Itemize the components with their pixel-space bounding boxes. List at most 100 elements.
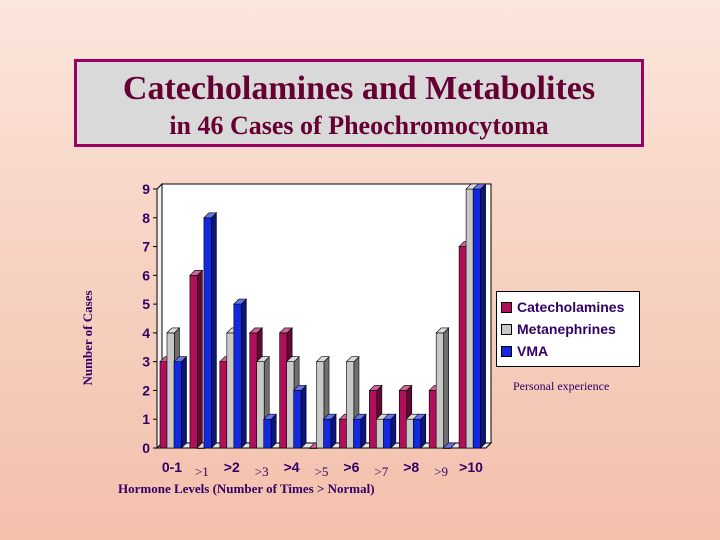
bar-catecholamines-3-front — [249, 332, 258, 449]
bar-vma-4-top — [292, 385, 307, 391]
bar-catecholamines-4-top — [278, 327, 293, 334]
bar-vma-6-front — [353, 418, 362, 449]
bar-vma-1-front — [203, 217, 212, 449]
legend-item-metanephrines: Metanephrines — [501, 318, 635, 340]
bar-metanephrines-0-top — [166, 327, 181, 334]
x-tick-label: >2 — [224, 459, 240, 475]
bar-vma-2 — [233, 298, 248, 449]
legend-swatch-metanephrines — [501, 323, 512, 335]
bar-vma-2-side — [241, 298, 247, 449]
bar-vma-0-top — [173, 356, 188, 362]
bar-catecholamines-1-top — [189, 270, 204, 276]
chart-title: Catecholamines and Metabolites — [122, 70, 596, 107]
bar-vma-2-front — [233, 303, 242, 449]
x-tick-label: >10 — [459, 459, 483, 475]
y-axis-label: Number of Cases — [80, 290, 95, 386]
bar-metanephrines-3-top — [256, 356, 270, 362]
bar-metanephrines-10-front — [465, 188, 474, 449]
title-box: Catecholamines and Metabolites in 46 Cas… — [74, 59, 644, 147]
bar-vma-5-side — [330, 413, 337, 449]
bar-catecholamines-3-top — [249, 327, 263, 334]
x-tick-label: >9 — [434, 464, 448, 479]
bar-metanephrines-9-top — [435, 327, 450, 334]
y-tick-label: 8 — [142, 210, 150, 226]
bar-vma-3-top — [263, 413, 277, 420]
y-tick-label: 0 — [142, 440, 150, 456]
bar-metanephrines-4-front — [286, 361, 295, 449]
bar-catecholamines-6-front — [339, 418, 348, 449]
y-tick-label: 2 — [142, 382, 150, 398]
legend-label-catecholamines: Catecholamines — [517, 299, 625, 315]
bar-vma-9-top — [442, 442, 457, 449]
bar-metanephrines-9-side — [443, 327, 449, 449]
bar-metanephrines-9-front — [435, 332, 444, 449]
legend: Catecholamines Metanephrines VMA — [496, 291, 640, 367]
bar-vma-10-side — [480, 183, 486, 449]
bar-catecholamines-1-front — [189, 275, 198, 449]
bar-vma-10-front — [472, 188, 481, 449]
bar-vma-4 — [292, 384, 307, 449]
bar-vma-8-front — [412, 418, 422, 449]
y-tick-label: 7 — [142, 239, 150, 255]
bar-vma-6-top — [352, 413, 367, 420]
bar-vma-7 — [382, 413, 397, 449]
bar-catecholamines-9-front — [428, 390, 437, 449]
bar-vma-1 — [203, 212, 218, 449]
bar-metanephrines-7-front — [376, 418, 385, 449]
x-tick-label: >5 — [315, 464, 329, 479]
y-tick-label: 1 — [142, 411, 150, 427]
bar-catecholamines-1 — [189, 269, 204, 449]
x-tick-label: 0-1 — [162, 459, 182, 475]
chart-subtitle: in 46 Cases of Pheochromocytoma — [169, 111, 549, 140]
bar-vma-4-front — [293, 390, 302, 449]
bar-catecholamines-8-front — [398, 390, 408, 449]
legend-item-vma: VMA — [501, 340, 635, 362]
source-note: Personal experience — [513, 379, 610, 393]
y-tick-label: 9 — [142, 181, 150, 197]
bar-vma-0-front — [173, 361, 182, 449]
bar-vma-6-side — [360, 413, 367, 449]
bar-metanephrines-5-front — [316, 361, 325, 449]
bar-vma-4-side — [300, 384, 307, 449]
x-tick-label: >3 — [255, 464, 269, 479]
bar-metanephrines-0-front — [166, 332, 175, 449]
legend-label-vma: VMA — [517, 343, 549, 359]
bar-catecholamines-4-front — [279, 332, 288, 449]
x-tick-label: >8 — [403, 459, 419, 475]
bar-vma-8 — [412, 413, 427, 449]
bar-vma-1-top — [203, 212, 218, 219]
x-tick-label: >7 — [374, 464, 388, 479]
x-axis-label: Hormone Levels (Number of Times > Normal… — [118, 481, 375, 496]
bar-vma-9 — [442, 442, 457, 449]
x-tick-label: >1 — [195, 464, 209, 479]
y-tick-label: 5 — [142, 296, 150, 312]
bar-catecholamines-8-top — [398, 385, 413, 391]
legend-swatch-vma — [501, 345, 512, 357]
bar-vma-2-top — [233, 298, 248, 305]
bar-vma-8-top — [412, 413, 427, 420]
bar-catecholamines-10-front — [458, 246, 467, 449]
bar-vma-10 — [472, 183, 487, 449]
bar-vma-5-front — [323, 418, 332, 449]
bar-vma-10-top — [472, 183, 487, 190]
bar-catecholamines-0-front — [159, 361, 168, 449]
bar-catecholamines-7-top — [368, 385, 383, 391]
bar-metanephrines-3-front — [256, 361, 265, 449]
bar-vma-6 — [352, 413, 367, 449]
bar-vma-0 — [173, 355, 188, 449]
legend-label-metanephrines: Metanephrines — [517, 321, 616, 337]
bar-catecholamines-7-front — [369, 390, 378, 449]
bar-metanephrines-4-top — [285, 356, 300, 362]
bar-catecholamines-1-side — [197, 269, 203, 449]
bar-vma-7-side — [390, 413, 397, 449]
bar-vma-5-top — [322, 413, 337, 420]
bar-catecholamines-2-front — [219, 361, 228, 449]
bar-metanephrines-8-front — [405, 418, 415, 449]
bar-vma-7-top — [382, 413, 397, 420]
x-tick-label: >6 — [343, 459, 359, 475]
y-tick-label: 4 — [142, 325, 150, 341]
bar-vma-5 — [322, 413, 337, 449]
bar-vma-3-side — [270, 413, 277, 449]
bar-metanephrines-6-front — [346, 361, 355, 449]
